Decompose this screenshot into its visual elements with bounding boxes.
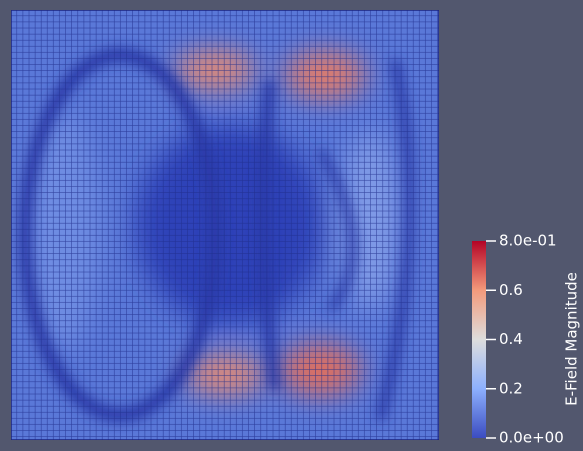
colorbar-tick-label: 0.2 (499, 379, 523, 397)
colorbar-tick-label: 0.0e+00 (499, 429, 564, 447)
colorbar: 8.0e-01 0.6 0.4 0.2 0.0e+00 E-Field Magnitud… (472, 232, 581, 447)
field-plot (11, 10, 439, 440)
colorbar-ticks: 8.0e-01 0.6 0.4 0.2 0.0e+00 (486, 232, 564, 447)
colorbar-title: E-Field Magnitude (563, 272, 581, 406)
colorbar-gradient (472, 241, 486, 438)
colorbar-tick-label: 0.4 (499, 330, 523, 348)
colorbar-tick-label: 8.0e-01 (499, 232, 557, 250)
colorbar-tick-label: 0.6 (499, 281, 523, 299)
